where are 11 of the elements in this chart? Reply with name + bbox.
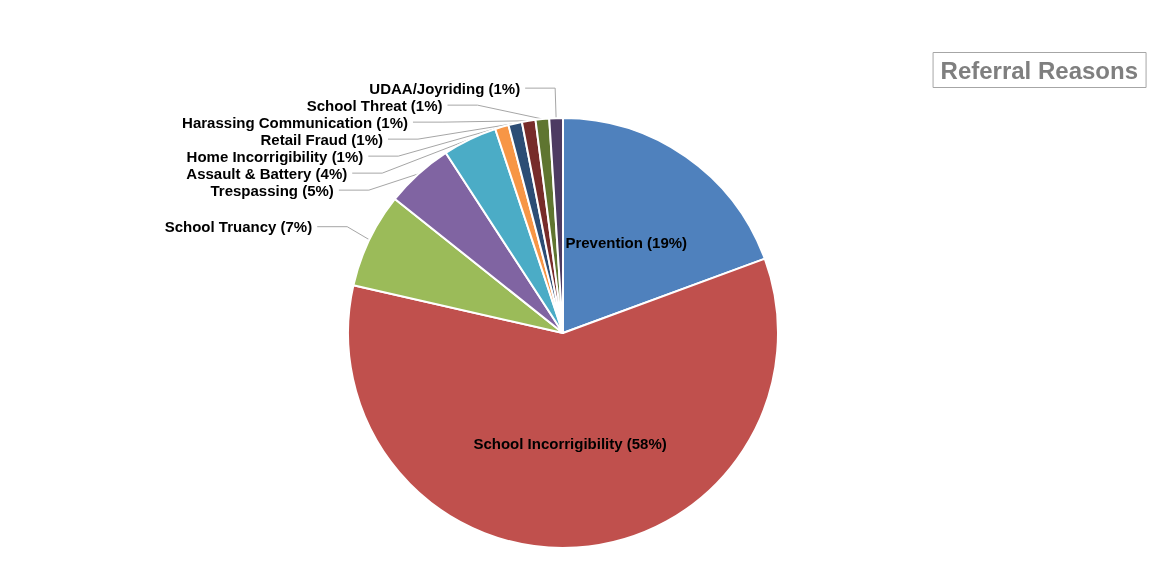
slice-label: Retail Fraud (1%) xyxy=(260,130,383,148)
text: Referral Reasons xyxy=(940,56,1139,84)
slice-label: School Truancy (7%) xyxy=(164,218,313,236)
slice-label: Prevention (19%) xyxy=(565,233,688,251)
slice-label: Trespassing (5%) xyxy=(210,181,334,199)
slice-label: School Incorrigibility (58%) xyxy=(473,434,667,452)
slice-label: UDAA/Joyriding (1%) xyxy=(369,79,521,97)
slice-label: School Threat (1%) xyxy=(306,96,443,114)
slice-label: Assault & Battery (4%) xyxy=(186,164,348,182)
slice-label: Harassing Communication (1%) xyxy=(182,113,408,131)
slice-label: Home Incorrigibility (1%) xyxy=(186,147,364,165)
